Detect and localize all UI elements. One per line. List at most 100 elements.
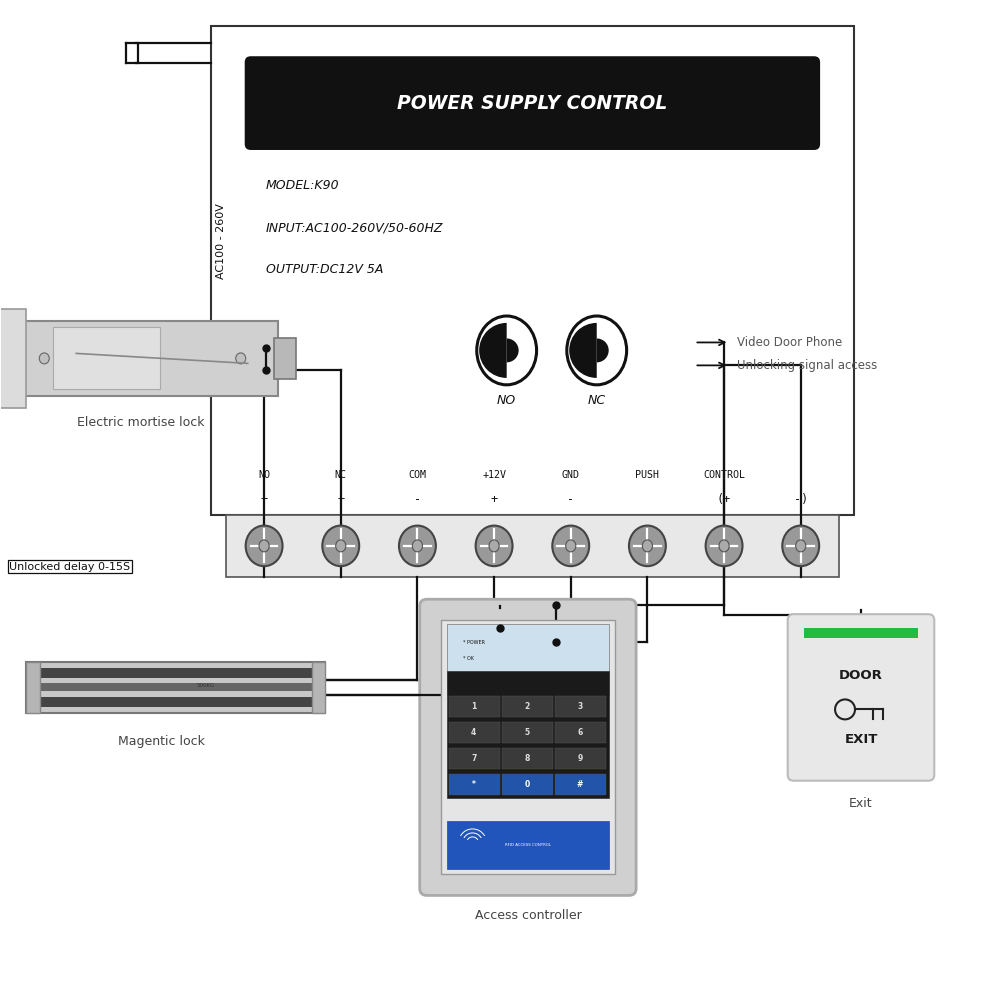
Text: * POWER: * POWER [463,640,485,645]
Text: -: - [567,493,574,506]
Ellipse shape [246,526,283,566]
Text: INPUT:AC100-260V/50-60HZ: INPUT:AC100-260V/50-60HZ [266,221,443,234]
FancyBboxPatch shape [24,320,278,396]
Text: *: * [472,780,476,789]
Text: NC: NC [335,470,347,480]
Bar [312,662,325,713]
Ellipse shape [477,316,537,385]
Text: * OK: * OK [463,656,474,661]
Bar [274,338,296,379]
Text: +12V: +12V [482,470,506,480]
Text: Exit: Exit [849,797,873,810]
Bar [502,774,553,795]
Text: +: + [491,493,498,506]
FancyBboxPatch shape [53,327,160,389]
Ellipse shape [336,540,346,552]
Bar [211,26,854,515]
Text: COM: COM [408,470,426,480]
Text: 1: 1 [471,702,476,711]
Ellipse shape [399,526,436,566]
Text: -: - [414,493,421,506]
Bar [449,696,500,717]
Bar [502,722,553,743]
Ellipse shape [629,526,666,566]
Text: -): -) [794,493,808,506]
Bar [502,696,553,717]
Text: AC100 - 260V: AC100 - 260V [216,203,226,279]
Ellipse shape [236,353,246,364]
Text: Access controller: Access controller [475,909,581,922]
Ellipse shape [39,353,49,364]
Text: DOOR: DOOR [839,669,883,682]
Ellipse shape [489,540,499,552]
FancyBboxPatch shape [420,599,636,895]
Bar [34,668,318,678]
Text: (+: (+ [717,493,731,506]
Text: Unlocking signal access: Unlocking signal access [737,359,878,372]
Text: Video Door Phone: Video Door Phone [737,336,843,349]
Ellipse shape [796,540,806,552]
Ellipse shape [259,540,269,552]
Bar [226,515,839,577]
Text: GND: GND [562,470,580,480]
Text: 4: 4 [471,728,476,737]
Ellipse shape [552,526,589,566]
Ellipse shape [322,526,359,566]
Bar [34,683,318,691]
Bar [555,722,606,743]
Bar [447,624,609,695]
Text: EXIT: EXIT [844,733,878,746]
Text: PUSH: PUSH [635,470,659,480]
Text: Unlocked delay 0-15S: Unlocked delay 0-15S [9,562,130,572]
Text: 0: 0 [524,780,530,789]
Text: MODEL:K90: MODEL:K90 [266,179,339,192]
Wedge shape [569,323,597,378]
Ellipse shape [706,526,743,566]
Ellipse shape [476,526,513,566]
Text: Magentic lock: Magentic lock [118,735,204,748]
Text: POWER SUPPLY CONTROL: POWER SUPPLY CONTROL [397,94,668,113]
Ellipse shape [412,540,422,552]
FancyBboxPatch shape [788,614,934,781]
Bar [449,722,500,743]
Text: 9: 9 [577,754,583,763]
Bar [26,662,40,713]
Ellipse shape [642,540,652,552]
Bar [449,774,500,795]
Bar [804,628,918,638]
Text: NC: NC [588,394,606,407]
Bar [449,748,500,769]
Bar [26,662,325,713]
Bar [447,821,609,869]
Bar [555,748,606,769]
Bar [502,748,553,769]
Text: +: + [261,493,268,506]
Text: 2: 2 [524,702,530,711]
Bar [447,671,609,798]
Bar [34,697,318,707]
Bar [0,309,26,408]
Text: NO: NO [258,470,270,480]
Text: 500KG: 500KG [197,683,215,688]
Ellipse shape [719,540,729,552]
Ellipse shape [782,526,819,566]
Ellipse shape [566,540,576,552]
Text: Electric mortise lock: Electric mortise lock [77,416,205,429]
Text: RFID ACCESS CONTROL: RFID ACCESS CONTROL [505,843,551,847]
Text: 8: 8 [524,754,530,763]
Wedge shape [507,338,519,362]
Text: 5: 5 [524,728,529,737]
Ellipse shape [567,316,627,385]
Text: 6: 6 [577,728,583,737]
Text: 7: 7 [471,754,476,763]
Text: OUTPUT:DC12V 5A: OUTPUT:DC12V 5A [266,263,383,276]
Bar [441,620,615,874]
Bar [555,696,606,717]
Text: +: + [337,493,344,506]
Text: CONTROL: CONTROL [703,470,745,480]
Wedge shape [479,323,507,378]
Bar [555,774,606,795]
Text: NO: NO [497,394,516,407]
Text: 3: 3 [577,702,583,711]
Wedge shape [597,338,609,362]
